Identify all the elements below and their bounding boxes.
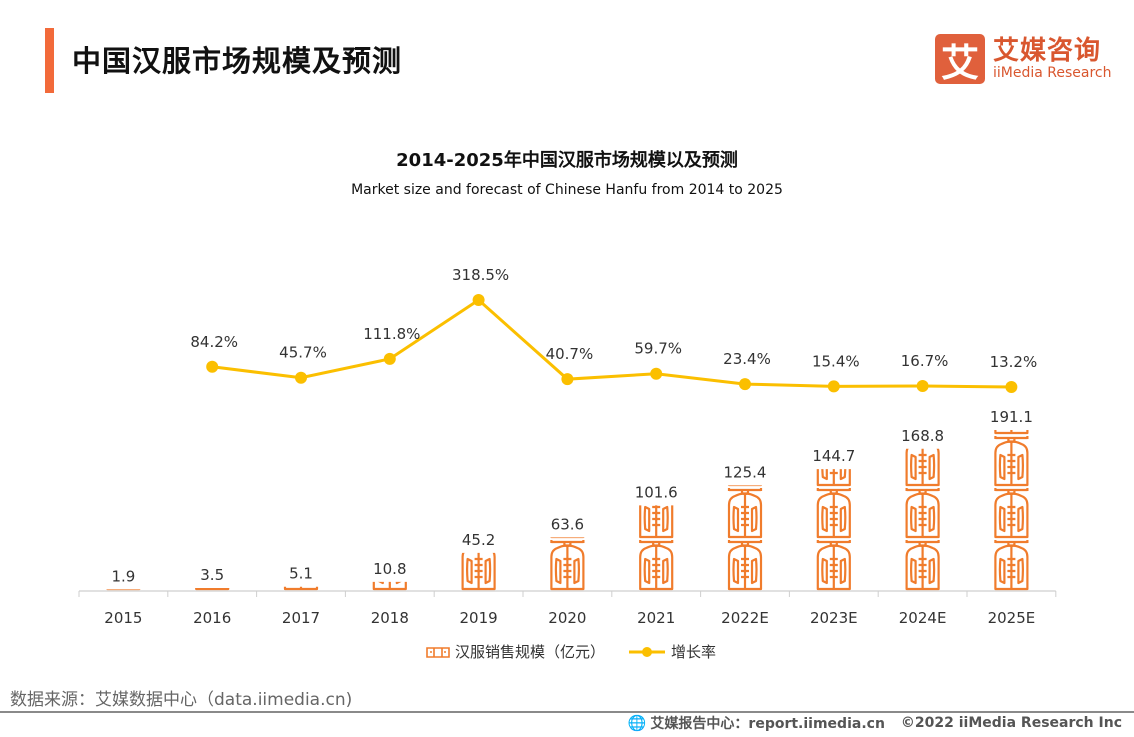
growth-point (472, 294, 485, 306)
hanfu-jacket-icon (816, 539, 851, 591)
pictogram-bar (727, 485, 763, 591)
legend-item-sales[interactable]: 汉服销售规模（亿元） (425, 641, 605, 662)
page-title: 中国汉服市场规模及预测 (72, 44, 403, 78)
bar-value-label: 1.9 (111, 567, 135, 585)
growth-point (295, 371, 307, 384)
growth-point (827, 380, 840, 393)
growth-value-label: 40.7% (546, 345, 594, 363)
x-tick-label: 2019 (460, 609, 498, 627)
hanfu-jacket-icon (639, 539, 674, 591)
logo-mark-icon: 艾 (935, 34, 985, 85)
hanfu-jacket-icon (994, 539, 1029, 591)
growth-value-label: 59.7% (634, 340, 682, 358)
footer-report-link[interactable]: 艾媒报告中心：report.iimedia.cn (650, 716, 885, 732)
growth-point (561, 373, 574, 386)
chart-title: 2014-2025年中国汉服市场规模以及预测 (396, 150, 738, 171)
hanfu-jacket-icon (994, 487, 1029, 539)
x-tick-label: 2015 (104, 609, 142, 627)
legend-label-sales: 汉服销售规模（亿元） (455, 643, 606, 661)
growth-value-label: 23.4% (723, 350, 771, 368)
growth-point (206, 360, 219, 373)
x-tick-label: 2021 (637, 609, 675, 627)
growth-value-label: 45.7% (279, 344, 327, 362)
bar-value-label: 191.1 (990, 408, 1033, 426)
logo-name-en: iiMedia Research (993, 65, 1112, 81)
footer: 🌐 艾媒报告中心：report.iimedia.cn ©2022 iiMedia… (628, 713, 1122, 733)
x-tick-label: 2016 (193, 609, 231, 627)
hanfu-jacket-icon (727, 487, 763, 539)
legend-item-growth[interactable]: 增长率 (627, 641, 716, 662)
footer-divider (0, 711, 1134, 713)
x-tick-label: 2024E (899, 609, 947, 627)
bar-value-label: 45.2 (462, 531, 495, 549)
hanfu-jacket-icon (727, 539, 763, 591)
x-tick-label: 2023E (810, 609, 858, 627)
bar-value-label: 63.6 (551, 515, 584, 533)
data-source: 数据来源：艾媒数据中心（data.iimedia.cn) (10, 690, 353, 710)
chart-legend: 汉服销售规模（亿元） 增长率 (425, 641, 738, 662)
growth-point (916, 380, 929, 393)
hanfu-jacket-icon (994, 435, 1029, 487)
iimedia-logo: 艾 艾媒咨询 iiMedia Research (935, 34, 1112, 85)
growth-point (650, 367, 663, 380)
globe-icon: 🌐 (627, 714, 647, 732)
bar-value-label: 144.7 (812, 447, 855, 465)
bar-value-label: 101.6 (635, 483, 678, 501)
x-tick-label: 2020 (548, 609, 586, 627)
pictogram-bar (905, 448, 940, 591)
bar-value-label: 10.8 (373, 560, 406, 578)
growth-point (1005, 381, 1018, 393)
x-tick-label: 2017 (282, 609, 320, 627)
hanfu-jacket-icon (550, 539, 585, 591)
footer-copyright: ©2022 iiMedia Research Inc (900, 715, 1122, 731)
growth-line (212, 298, 1012, 389)
x-tick-label: 2025E (988, 609, 1036, 627)
chart-subtitle: Market size and forecast of Chinese Hanf… (351, 182, 783, 198)
hanfu-legend-icon (426, 646, 450, 658)
growth-value-label: 16.7% (901, 352, 949, 370)
hanfu-jacket-icon (816, 487, 851, 539)
growth-point (383, 352, 396, 365)
bar-value-label: 168.8 (901, 427, 944, 445)
pictogram-bar (639, 505, 674, 591)
growth-value-label: 15.4% (812, 352, 860, 370)
pictogram-bar (550, 537, 585, 591)
legend-label-growth: 增长率 (671, 643, 717, 661)
hanfu-jacket-icon (905, 539, 940, 591)
bar-value-label: 125.4 (724, 463, 767, 481)
growth-value-label: 13.2% (990, 353, 1038, 371)
logo-name-cn: 艾媒咨询 (993, 36, 1102, 66)
hanfu-jacket-icon (905, 487, 940, 539)
x-tick-label: 2022E (721, 609, 769, 627)
x-tick-label: 2018 (371, 609, 409, 627)
growth-value-label: 318.5% (452, 266, 509, 284)
growth-value-label: 84.2% (190, 333, 238, 351)
bar-value-label: 3.5 (200, 566, 224, 584)
growth-point (739, 378, 751, 391)
bar-value-label: 5.1 (289, 565, 313, 583)
line-legend-icon (629, 646, 666, 657)
title-accent-bar (45, 28, 54, 93)
growth-value-label: 111.8% (363, 325, 420, 343)
